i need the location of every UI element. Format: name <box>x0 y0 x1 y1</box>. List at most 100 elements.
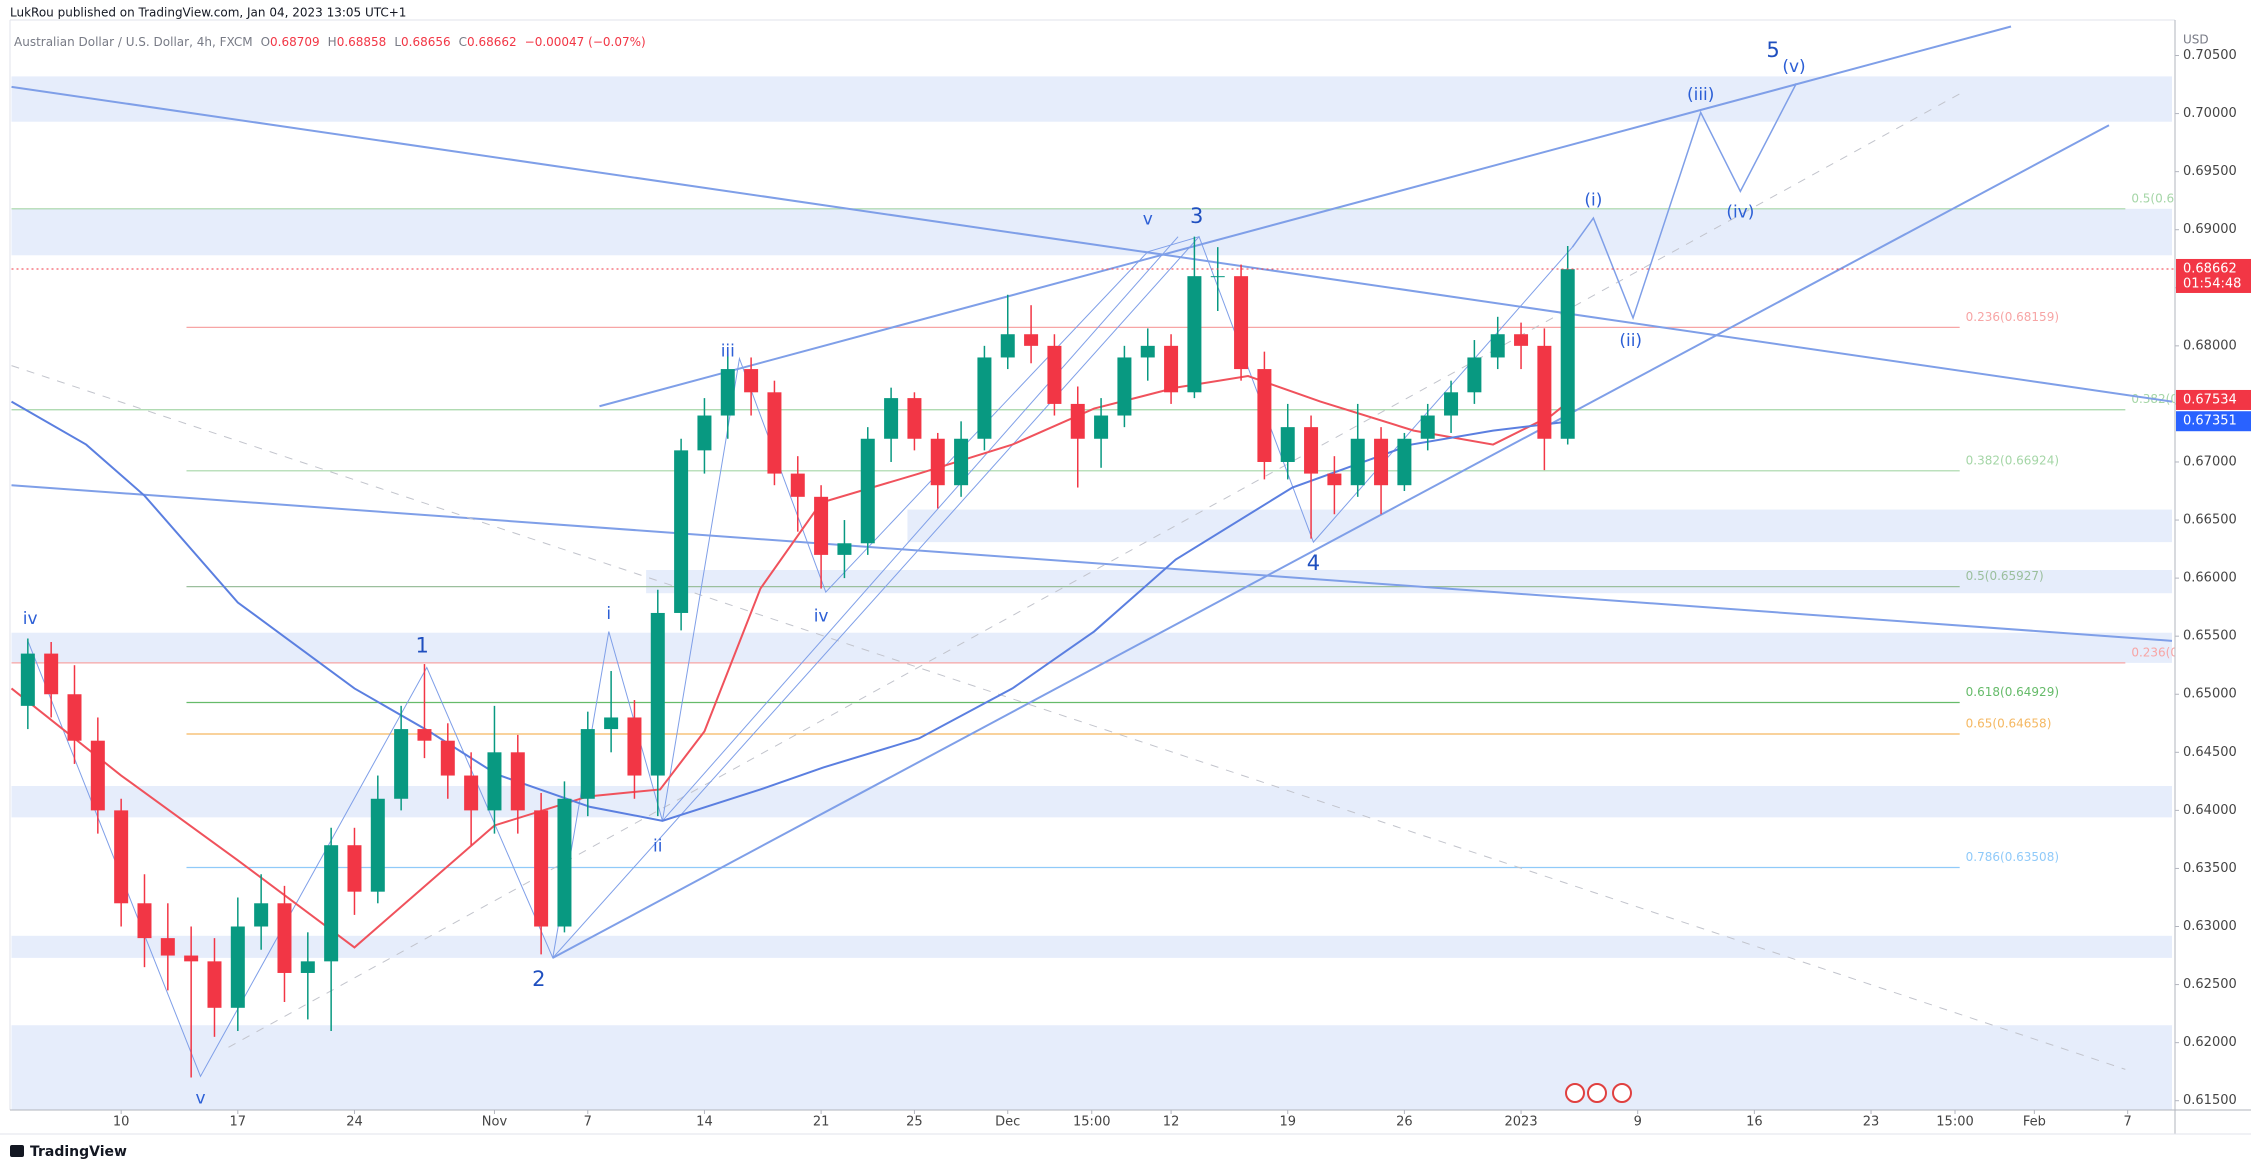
candle-body <box>954 438 969 486</box>
ohlc-value: 0.68656 <box>401 35 451 49</box>
fib-label: 0.618(0.64929) <box>1966 685 2059 699</box>
wave-label: v <box>1143 209 1153 229</box>
candle-body <box>557 798 572 927</box>
zone <box>11 1025 2172 1110</box>
x-tick-label: 15:00 <box>1936 1115 1973 1130</box>
wave-label: 3 <box>1190 204 1203 228</box>
moving-average <box>11 400 1571 822</box>
candle-body <box>1024 334 1039 346</box>
candle-body <box>184 955 199 962</box>
candle-body <box>1537 345 1552 439</box>
x-tick-label: 26 <box>1396 1115 1413 1130</box>
zone <box>11 632 2172 663</box>
y-tick-label: 0.66500 <box>2183 513 2237 528</box>
y-tick-label: 0.64500 <box>2183 745 2237 760</box>
wave-label: 2 <box>532 967 545 991</box>
candle-body <box>324 845 339 962</box>
event-icon[interactable] <box>1587 1083 1607 1103</box>
candle-body <box>300 961 315 973</box>
candle-body <box>1560 269 1575 439</box>
brand[interactable]: TradingView <box>30 1144 127 1160</box>
candle-body <box>277 903 292 973</box>
y-tick-label: 0.63500 <box>2183 861 2237 876</box>
y-tick-label: 0.67000 <box>2183 454 2237 469</box>
price-axis <box>2175 20 2251 1110</box>
countdown: 01:54:48 <box>2183 276 2241 291</box>
ohlc-key: H <box>328 35 337 49</box>
currency: USD <box>2183 33 2209 47</box>
candle-body <box>1047 345 1062 404</box>
candle-body <box>1350 438 1365 486</box>
candle-body <box>1140 345 1155 358</box>
candle-body <box>1117 357 1132 416</box>
wave-label: (v) <box>1782 57 1805 77</box>
zone <box>11 935 2172 958</box>
candle-body <box>1304 427 1319 474</box>
candle-body <box>977 357 992 439</box>
wave-label: 1 <box>415 634 428 658</box>
change: −0.00047 (−0.07%) <box>525 35 646 49</box>
wave-label: iii <box>721 342 735 362</box>
y-tick-label: 0.70500 <box>2183 48 2237 63</box>
plot-area: 0.236(0.68159) 0.382(0.66924) 0.5(0.65927)… <box>10 25 2178 1110</box>
fib-label: 0.786(0.63508) <box>1966 850 2059 864</box>
wave-label: (iv) <box>1726 202 1754 222</box>
y-tick-label: 0.65000 <box>2183 687 2237 702</box>
y-tick-label: 0.62500 <box>2183 977 2237 992</box>
candle-body <box>1000 334 1015 358</box>
zone <box>11 76 2172 122</box>
candle-body <box>1210 276 1225 278</box>
event-icon[interactable] <box>1612 1083 1632 1103</box>
x-tick-label: 14 <box>696 1115 713 1130</box>
candle-body <box>1327 473 1342 486</box>
candle-body <box>510 752 525 811</box>
candle-body <box>464 775 479 811</box>
y-tick-label: 0.68000 <box>2183 338 2237 353</box>
x-tick-label: 16 <box>1746 1115 1763 1130</box>
candle-body <box>67 694 82 741</box>
candle-body <box>207 961 222 1008</box>
candle-body <box>20 653 35 706</box>
price-tag <box>2176 258 2251 293</box>
x-tick-label: 2023 <box>1505 1115 1538 1130</box>
candle-body <box>1234 276 1249 370</box>
y-tick-label: 0.61500 <box>2183 1093 2237 1108</box>
brand-logo[interactable] <box>10 1145 24 1157</box>
candle-body <box>1467 357 1482 393</box>
candle-body <box>114 810 129 904</box>
y-tick-label: 0.69500 <box>2183 164 2237 179</box>
trend-line <box>552 236 1200 958</box>
fib-label: 0.236(0.68159) <box>1966 310 2059 324</box>
x-tick-label: 19 <box>1279 1115 1296 1130</box>
x-tick-label: 7 <box>2124 1115 2132 1130</box>
ohlc-value: 0.68662 <box>467 35 517 49</box>
axes: 0.61500 0.62000 0.62500 0.63000 0.63500 0.640… <box>113 48 2251 1130</box>
y-tick-label: 0.64000 <box>2183 803 2237 818</box>
candle-body <box>1420 415 1435 439</box>
trend-line <box>599 25 2012 408</box>
fib-label: 0.65(0.64658) <box>1966 716 2052 730</box>
ohlc-value: 0.68858 <box>337 35 387 49</box>
candle-body <box>487 752 502 811</box>
fib-label: 0.5(0.65927) <box>1966 569 2044 583</box>
candle-body <box>90 740 105 811</box>
price-tag-label: 0.68662 <box>2183 261 2237 276</box>
event-icon[interactable] <box>1565 1083 1585 1103</box>
wave-label: i <box>606 604 611 624</box>
x-tick-label: 15:00 <box>1073 1115 1110 1130</box>
candle-body <box>1070 403 1085 439</box>
candle-body <box>860 438 875 544</box>
x-tick-label: 12 <box>1163 1115 1180 1130</box>
trend-line <box>11 484 2173 642</box>
candle-body <box>697 415 712 451</box>
x-tick-label: 17 <box>230 1115 247 1130</box>
symbol-line: Australian Dollar / U.S. Dollar, 4h, FXC… <box>14 35 646 49</box>
candle-body <box>1094 415 1109 439</box>
zone <box>907 509 2172 543</box>
candle-body <box>440 740 455 776</box>
fib-label: 0.236(0 <box>2131 645 2178 659</box>
candle-body <box>417 729 432 741</box>
candle-body <box>1444 392 1459 416</box>
candle-body <box>347 845 362 892</box>
wave-label: 4 <box>1307 551 1320 575</box>
